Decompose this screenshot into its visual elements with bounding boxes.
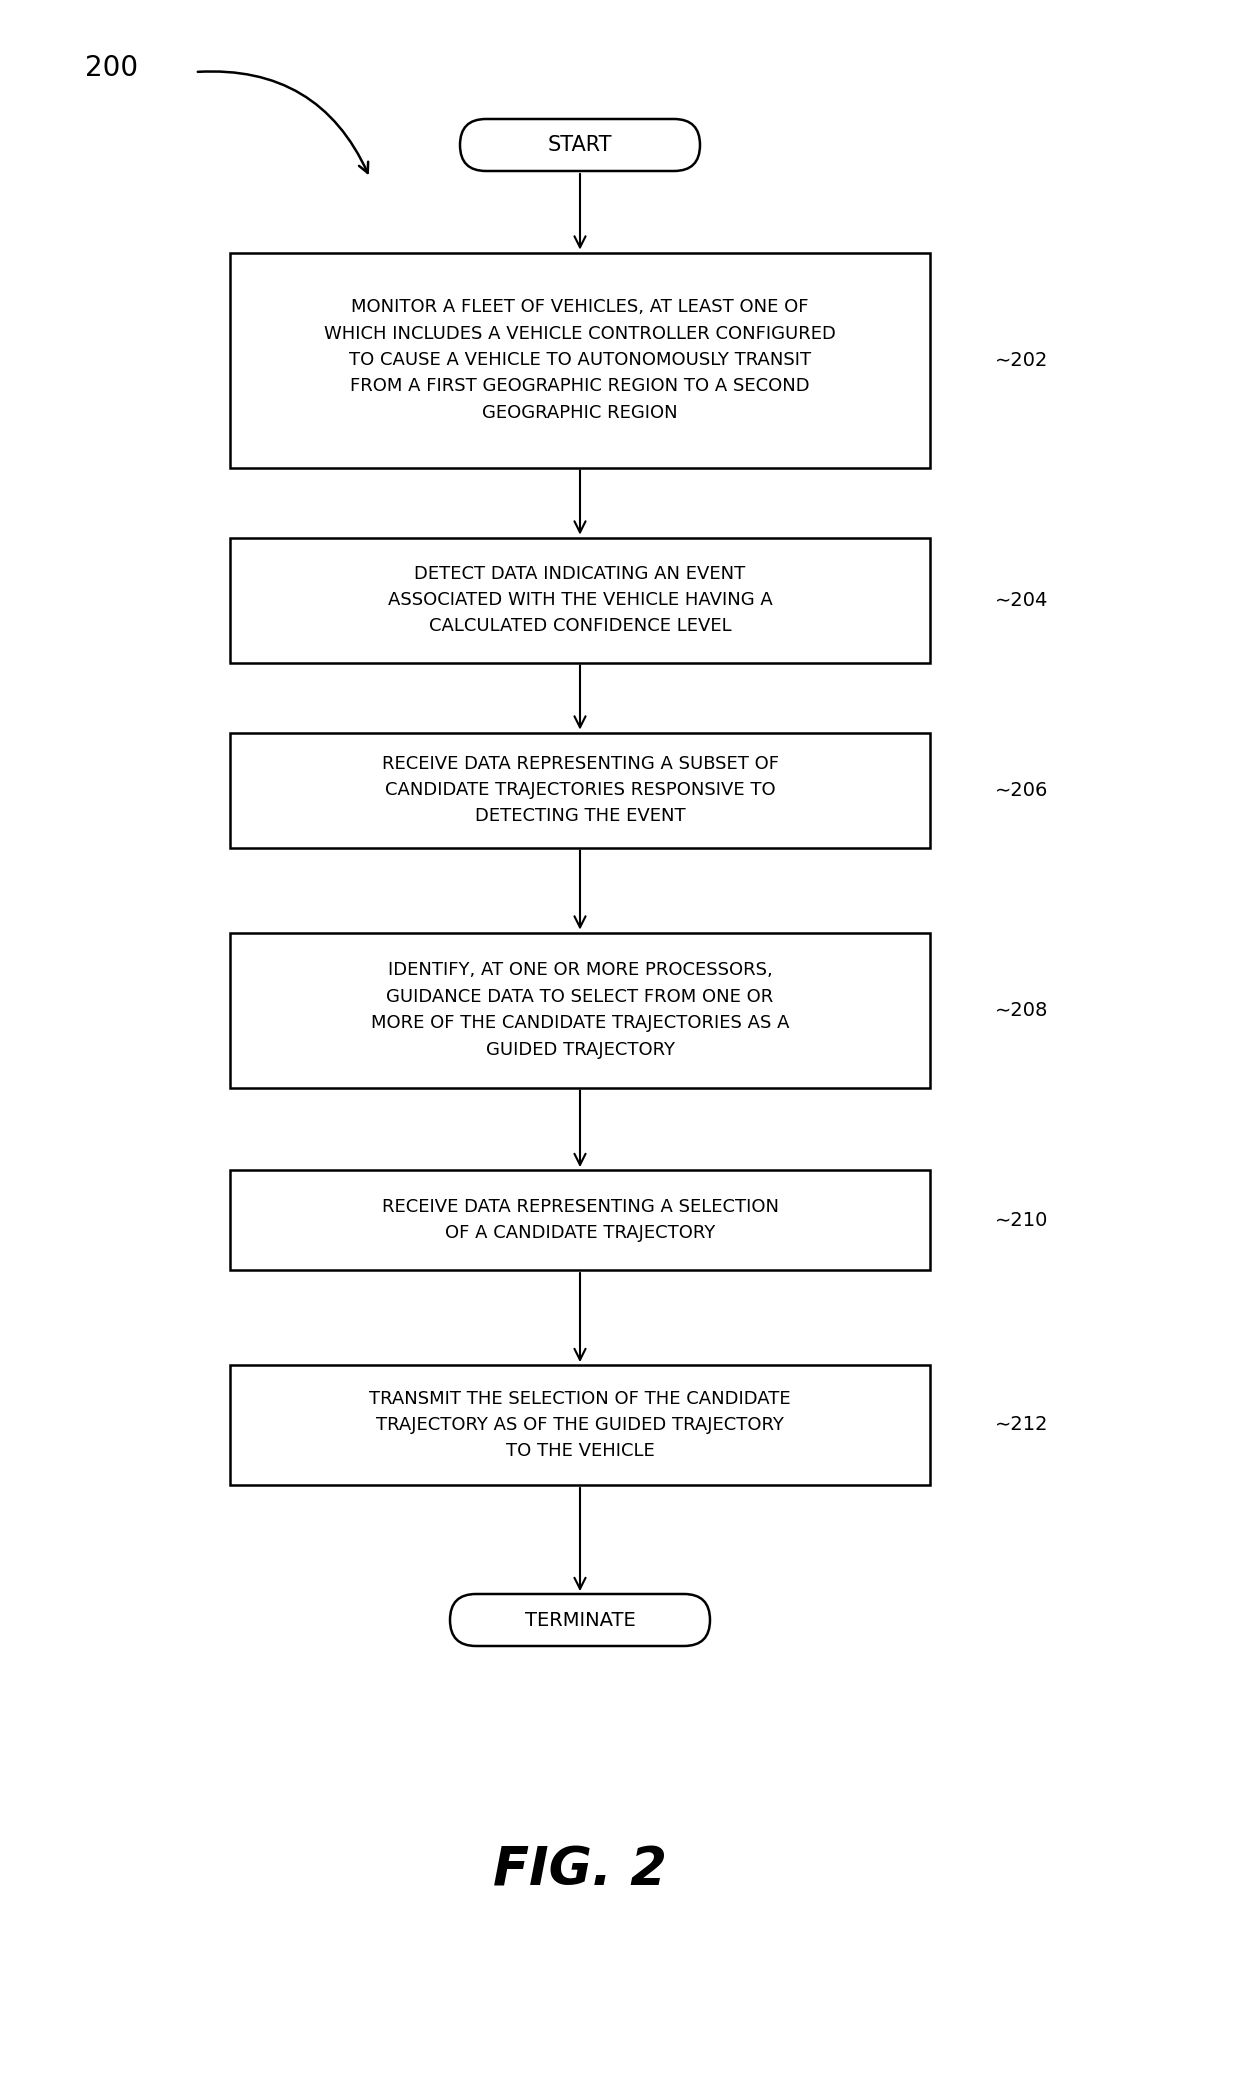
Text: ∼204: ∼204 [994,591,1048,610]
Text: RECEIVE DATA REPRESENTING A SELECTION
OF A CANDIDATE TRAJECTORY: RECEIVE DATA REPRESENTING A SELECTION OF… [382,1197,779,1243]
Text: ∼208: ∼208 [994,1001,1048,1019]
Text: ∼202: ∼202 [994,351,1048,370]
Text: MONITOR A FLEET OF VEHICLES, AT LEAST ONE OF
WHICH INCLUDES A VEHICLE CONTROLLER: MONITOR A FLEET OF VEHICLES, AT LEAST ON… [324,299,836,422]
FancyBboxPatch shape [460,119,701,171]
Text: TRANSMIT THE SELECTION OF THE CANDIDATE
TRAJECTORY AS OF THE GUIDED TRAJECTORY
T: TRANSMIT THE SELECTION OF THE CANDIDATE … [370,1389,791,1460]
Text: ∼212: ∼212 [994,1416,1049,1435]
FancyArrowPatch shape [197,71,368,173]
Bar [229,932,930,1088]
Text: RECEIVE DATA REPRESENTING A SUBSET OF
CANDIDATE TRAJECTORIES RESPONSIVE TO
DETEC: RECEIVE DATA REPRESENTING A SUBSET OF CA… [382,754,779,825]
Bar [229,1170,930,1270]
FancyBboxPatch shape [450,1594,711,1646]
Text: TERMINATE: TERMINATE [525,1611,635,1629]
Text: ∼206: ∼206 [994,781,1048,800]
Text: 200: 200 [86,54,138,81]
Text: ∼210: ∼210 [994,1210,1048,1230]
Text: FIG. 2: FIG. 2 [494,1845,667,1897]
Bar [229,253,930,468]
Bar [229,537,930,662]
Text: IDENTIFY, AT ONE OR MORE PROCESSORS,
GUIDANCE DATA TO SELECT FROM ONE OR
MORE OF: IDENTIFY, AT ONE OR MORE PROCESSORS, GUI… [371,961,789,1059]
Bar [229,1364,930,1485]
Text: DETECT DATA INDICATING AN EVENT
ASSOCIATED WITH THE VEHICLE HAVING A
CALCULATED : DETECT DATA INDICATING AN EVENT ASSOCIAT… [388,564,773,635]
Bar [229,733,930,848]
Text: START: START [548,136,613,155]
